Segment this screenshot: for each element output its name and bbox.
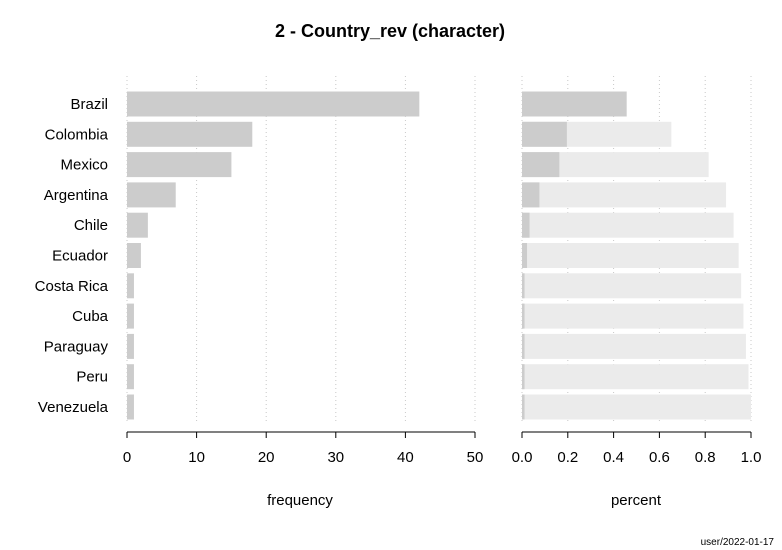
frequency-bar	[127, 333, 134, 359]
bar-layer	[127, 91, 751, 420]
pct-tick-label: 0.4	[603, 449, 624, 466]
frequency-bar	[127, 273, 134, 299]
footer-note: user/2022-01-17	[700, 537, 774, 548]
percent-bar	[522, 394, 525, 420]
category-label: Colombia	[45, 126, 109, 143]
percent-bar	[522, 212, 530, 238]
freq-tick-label: 50	[467, 449, 484, 466]
chart-title: 2 - Country_rev (character)	[275, 21, 505, 41]
frequency-bar	[127, 152, 232, 178]
freq-tick-label: 20	[258, 449, 275, 466]
frequency-bar	[127, 212, 148, 238]
frequency-bar	[127, 121, 253, 147]
frequency-bar	[127, 243, 141, 268]
percent-bar	[522, 121, 567, 147]
category-label: Ecuador	[52, 248, 108, 265]
category-label: Peru	[76, 369, 108, 386]
freq-tick-label: 10	[188, 449, 205, 466]
category-label: Chile	[74, 217, 108, 234]
category-label: Argentina	[44, 187, 109, 204]
cumulative-percent-bar	[522, 243, 739, 268]
cumulative-percent-bar	[522, 303, 744, 329]
chart-svg: 2 - Country_rev (character) 0 10 20 30 40 50 0…	[35, 21, 762, 509]
cumulative-percent-bar	[522, 212, 734, 238]
cumulative-percent-bar	[522, 333, 746, 359]
frequency-bar	[127, 182, 176, 208]
percent-bar	[522, 152, 560, 178]
category-label: Costa Rica	[35, 278, 109, 295]
category-label: Paraguay	[44, 338, 109, 355]
label-layer: 0 10 20 30 40 50 0.0 0.2 0.4 0.6 0.8 1.0 Brazil Colom…	[35, 96, 762, 466]
percent-bar	[522, 91, 627, 117]
percent-bar	[522, 182, 540, 208]
category-label: Venezuela	[38, 399, 109, 416]
cumulative-percent-bar	[522, 394, 751, 420]
frequency-bar	[127, 394, 134, 420]
freq-tick-label: 30	[327, 449, 344, 466]
cumulative-percent-bar	[522, 182, 727, 208]
percent-bar	[522, 243, 528, 268]
percent-axis-label: percent	[611, 492, 662, 509]
percent-bar	[522, 364, 525, 390]
cumulative-percent-bar	[522, 273, 742, 299]
cumulative-percent-bar	[522, 364, 749, 390]
frequency-bar	[127, 91, 420, 117]
frequency-axis-label: frequency	[267, 492, 333, 509]
percent-bar	[522, 333, 525, 359]
percent-bar	[522, 303, 525, 329]
category-label: Brazil	[70, 96, 108, 113]
freq-tick-label: 0	[123, 449, 131, 466]
pct-tick-label: 0.6	[649, 449, 670, 466]
pct-tick-label: 0.2	[557, 449, 578, 466]
freq-tick-label: 40	[397, 449, 414, 466]
percent-bar	[522, 273, 525, 299]
pct-tick-label: 0.0	[512, 449, 533, 466]
pct-tick-label: 1.0	[741, 449, 762, 466]
category-label: Mexico	[60, 157, 108, 174]
frequency-bar	[127, 364, 134, 390]
pct-tick-label: 0.8	[695, 449, 716, 466]
category-label: Cuba	[72, 308, 109, 325]
frequency-bar	[127, 303, 134, 329]
